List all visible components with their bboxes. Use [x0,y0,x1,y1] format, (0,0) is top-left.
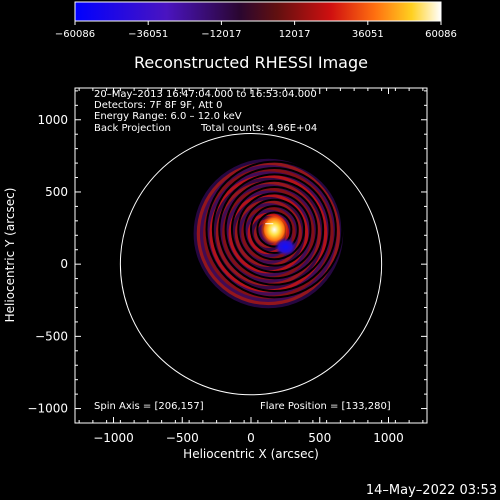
x-tick-label: −1000 [93,431,134,445]
ripple-gap [230,186,318,273]
ripple-gap [218,173,331,286]
ripple-gap [243,198,306,261]
colorbar-tick-label: 36051 [352,29,384,40]
y-tick-label: 1000 [37,113,68,127]
y-tick-label: 0 [60,257,68,271]
x-tick-label: 500 [308,431,331,445]
chart-title: Reconstructed RHESSI Image [134,53,368,72]
colorbar-ticks: −60086 −36051 −12017 12017 36051 60086 [55,21,457,40]
x-axis: −1000 −500 0 500 1000 [78,88,424,445]
ripple-gap [249,205,299,254]
colorbar-tick-label: −60086 [55,29,95,40]
x-axis-label: Heliocentric X (arcsec) [183,447,319,461]
annotation-energy-range: Energy Range: 6.0 – 12.0 keV [94,111,242,122]
colorbar-tick-label: −12017 [201,29,241,40]
x-tick-label: 1000 [373,431,404,445]
annotation-time-range: 20–May–2013 16:47:04.000 to 16:53:04.000 [94,89,317,100]
colorbar-tick-label: 60086 [425,29,457,40]
y-tick-label: −500 [35,329,68,343]
positive-peak [260,213,289,246]
colorbar-tick-label: 12017 [279,29,311,40]
spin-axis-label: Spin Axis = [206,157] [94,401,204,412]
plot-area [75,88,427,423]
x-tick-label: 0 [247,431,255,445]
ripple-gap [211,167,337,293]
y-tick-label: −1000 [27,402,68,416]
solar-limb-circle [119,133,383,396]
y-axis: −1000 −500 0 500 1000 [27,90,427,424]
y-tick-label: 500 [45,185,68,199]
colorbar [74,1,442,22]
annotation-method: Back Projection [94,123,171,134]
ripple-gap [224,179,325,280]
annotation-total-counts: Total counts: 4.96E+04 [200,123,317,134]
ripple-gap [237,192,312,267]
colorbar-tick-label: −36051 [128,29,168,40]
footer-timestamp: 14–May–2022 03:53 [366,483,497,498]
y-axis-label: Heliocentric Y (arcsec) [3,188,17,323]
negative-peak [274,237,297,256]
ripple-gap [256,211,293,248]
heatmap-image [193,158,344,309]
annotation-detectors: Detectors: 7F 8F 9F, Att 0 [94,100,222,111]
ripple-gap [205,160,344,299]
x-tick-label: −500 [166,431,199,445]
flare-position-label: Flare Position = [133,280] [260,401,391,412]
